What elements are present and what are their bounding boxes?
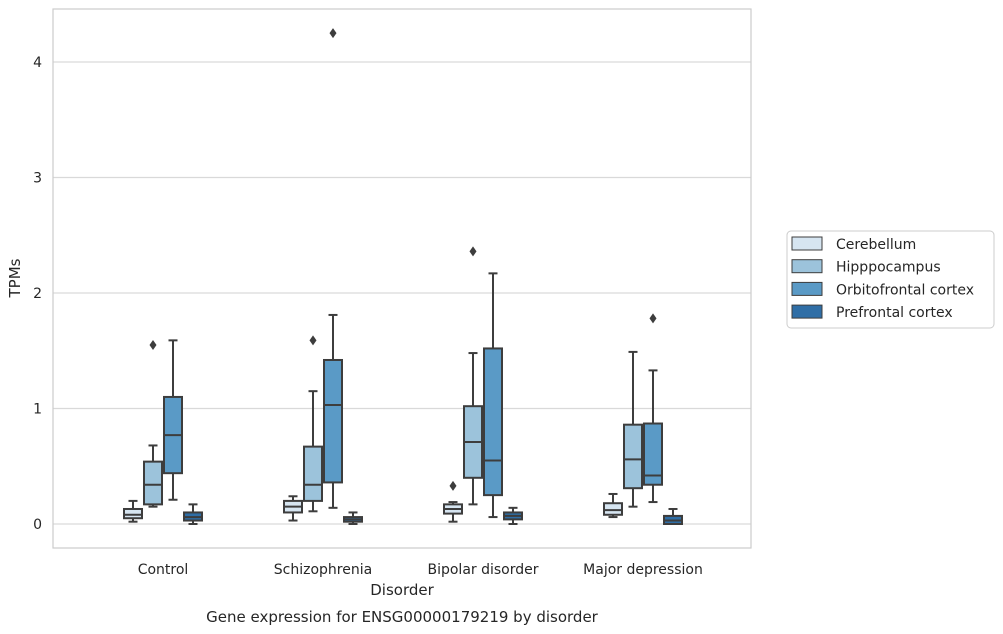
legend-label: Hipppocampus bbox=[836, 260, 941, 276]
y-tick-labels: 0 1 2 3 4 bbox=[33, 55, 42, 533]
legend-swatch bbox=[791, 304, 823, 319]
legend-label: Orbitofrontal cortex bbox=[836, 282, 974, 298]
box bbox=[323, 358, 343, 484]
outlier-point bbox=[469, 246, 477, 257]
x-axis-label: Disorder bbox=[370, 581, 434, 599]
outlier-point bbox=[649, 313, 657, 324]
y-axis-label: TPMs bbox=[6, 258, 24, 298]
outlier-point bbox=[309, 335, 317, 346]
box bbox=[643, 422, 663, 486]
y-tick-label: 2 bbox=[33, 286, 42, 302]
box bbox=[123, 507, 143, 520]
legend-swatch bbox=[791, 236, 823, 251]
legend-label: Cerebellum bbox=[836, 237, 916, 253]
legend-swatch bbox=[791, 281, 823, 296]
y-tick-label: 4 bbox=[33, 55, 42, 71]
x-tick-label: Bipolar disorder bbox=[427, 562, 538, 578]
box bbox=[303, 445, 323, 502]
box-groups bbox=[123, 28, 683, 525]
outlier-point bbox=[449, 480, 457, 491]
x-tick-labels: Control Schizophrenia Bipolar disorder Majo… bbox=[138, 562, 703, 578]
x-tick-label: Control bbox=[138, 562, 189, 578]
y-tick-label: 3 bbox=[33, 171, 42, 187]
outlier-point bbox=[329, 28, 337, 39]
y-tick-label: 1 bbox=[33, 402, 42, 418]
legend-label: Prefrontal cortex bbox=[836, 305, 953, 321]
box bbox=[483, 347, 503, 497]
box bbox=[143, 460, 163, 506]
outlier-point bbox=[149, 339, 157, 350]
legend-box bbox=[786, 230, 995, 329]
box bbox=[603, 502, 623, 516]
box bbox=[623, 423, 643, 490]
y-tick-label: 0 bbox=[33, 517, 42, 533]
legend-swatch bbox=[791, 259, 823, 274]
legend: Cerebellum Hipppocampus Orbitofrontal cort… bbox=[786, 230, 995, 329]
x-tick-label: Schizophrenia bbox=[274, 562, 372, 578]
plot-frame bbox=[52, 8, 752, 549]
x-tick-label: Major depression bbox=[583, 562, 703, 578]
chart-title: Gene expression for ENSG00000179219 by d… bbox=[206, 608, 599, 626]
